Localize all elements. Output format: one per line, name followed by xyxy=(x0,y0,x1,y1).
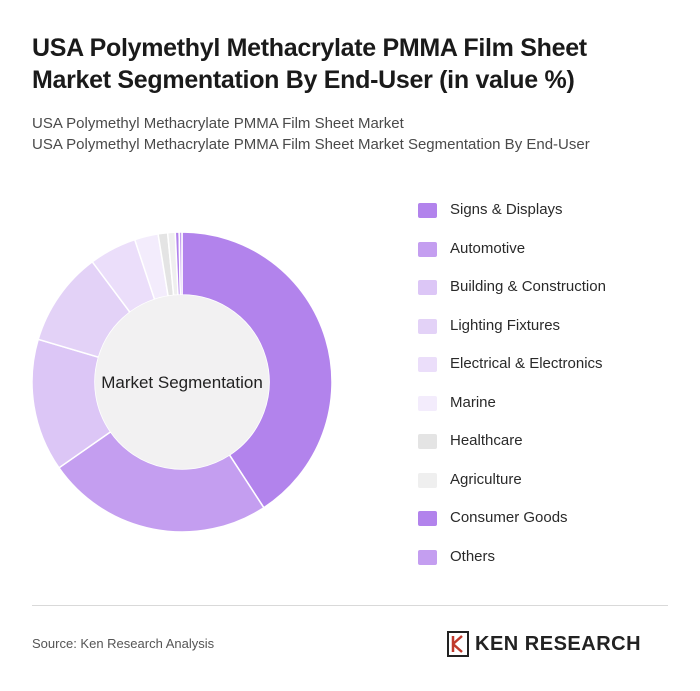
legend-label: Building & Construction xyxy=(450,278,606,295)
footer-divider xyxy=(32,605,668,606)
subtitle-line-2: USA Polymethyl Methacrylate PMMA Film Sh… xyxy=(32,136,590,153)
chart-subtitle: USA Polymethyl Methacrylate PMMA Film Sh… xyxy=(32,113,682,155)
donut-center xyxy=(95,295,269,469)
legend-item: Lighting Fixtures xyxy=(418,315,688,354)
chart-title: USA Polymethyl Methacrylate PMMA Film Sh… xyxy=(32,34,587,94)
legend-item: Signs & Displays xyxy=(418,199,688,238)
legend-swatch xyxy=(418,241,437,257)
legend-label: Electrical & Electronics xyxy=(450,355,603,372)
legend-label: Agriculture xyxy=(450,470,522,488)
legend-swatch xyxy=(418,395,437,411)
legend-item: Others xyxy=(418,546,688,585)
legend-swatch xyxy=(418,511,437,526)
legend-item: Electrical & Electronics xyxy=(418,353,688,392)
legend-item: Agriculture xyxy=(418,469,688,508)
legend-label: Signs & Displays xyxy=(450,201,563,218)
ken-research-logo-icon xyxy=(447,631,469,657)
legend-swatch xyxy=(418,472,437,488)
legend-swatch xyxy=(418,549,437,565)
source-note: Source: Ken Research Analysis xyxy=(32,636,215,651)
legend-label: Consumer Goods xyxy=(450,509,568,526)
chart-legend: Signs & Displays Automotive Building & Con… xyxy=(418,199,688,584)
legend-label: Others xyxy=(450,547,496,565)
legend-swatch xyxy=(418,357,437,372)
legend-swatch xyxy=(418,280,437,295)
legend-label: Lighting Fixtures xyxy=(450,316,561,334)
brand-logo: KEN RESEARCH xyxy=(447,630,672,658)
donut-slice-others xyxy=(178,231,183,296)
legend-swatch xyxy=(418,318,437,334)
subtitle-line-1: USA Polymethyl Methacrylate PMMA Film Sh… xyxy=(32,115,404,132)
legend-item: Consumer Goods xyxy=(418,507,688,546)
legend-item: Marine xyxy=(418,392,688,431)
legend-item: Healthcare xyxy=(418,430,688,469)
legend-swatch xyxy=(418,203,437,218)
legend-swatch xyxy=(418,434,437,449)
legend-label: Marine xyxy=(450,393,496,411)
legend-label: Healthcare xyxy=(450,432,523,449)
donut-chart: Market Segmentation xyxy=(31,231,333,533)
donut-center-label: Market Segmentation xyxy=(101,373,263,392)
legend-label: Automotive xyxy=(450,239,526,257)
legend-item: Building & Construction xyxy=(418,276,688,315)
brand-name: KEN RESEARCH xyxy=(475,632,642,655)
legend-item: Automotive xyxy=(418,238,688,277)
